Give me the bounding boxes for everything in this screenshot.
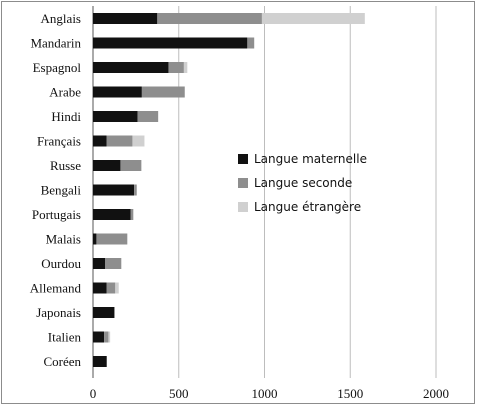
category-label: Italien <box>48 330 82 345</box>
bar-segment <box>93 111 138 122</box>
bar-segment <box>183 62 188 73</box>
bar-segment <box>93 258 106 269</box>
x-tick-label: 1500 <box>337 386 363 401</box>
category-label: Russe <box>50 158 81 173</box>
bar-segment <box>93 356 107 367</box>
legend-swatch-seconde <box>238 178 248 188</box>
x-tick-label: 2000 <box>423 386 449 401</box>
x-tick-label: 500 <box>169 386 189 401</box>
bar-segment <box>261 13 365 24</box>
bar-segment <box>115 282 119 294</box>
bar-segment <box>93 209 131 220</box>
legend-label-seconde: Langue seconde <box>254 176 352 190</box>
bar-segment <box>108 331 111 343</box>
category-label: Arabe <box>49 85 81 100</box>
category-label: Malais <box>46 232 81 247</box>
bar-segment <box>93 86 142 98</box>
bar-segment <box>93 135 107 147</box>
bar-segment <box>157 13 262 24</box>
legend: Langue maternelle Langue seconde Langue … <box>238 152 367 214</box>
bar-segment <box>93 307 115 318</box>
category-label: Bengali <box>41 183 82 198</box>
bar-segment <box>141 86 185 98</box>
category-label: Anglais <box>41 11 81 26</box>
bar-segment <box>105 258 122 269</box>
bar-segment <box>93 233 97 245</box>
legend-swatch-maternelle <box>238 154 248 164</box>
bar-segment <box>93 282 107 294</box>
bar-segment <box>93 184 135 196</box>
x-axis-ticks: 0 500 1000 1500 2000 <box>90 386 449 401</box>
bar-segment <box>130 209 134 220</box>
bar-segment <box>93 160 121 171</box>
bar-segment <box>120 160 142 171</box>
category-label: Mandarin <box>30 36 81 51</box>
bar-segment <box>141 160 142 171</box>
bar-segment <box>168 62 184 73</box>
bar-segment <box>106 282 116 294</box>
category-label: Français <box>37 134 81 149</box>
bar-segment <box>93 331 105 343</box>
bar-segment <box>247 37 255 49</box>
legend-swatch-etrangere <box>238 202 248 212</box>
category-labels: Anglais Mandarin Espagnol Arabe Hindi Françai… <box>30 11 82 369</box>
x-tick-label: 1000 <box>252 386 278 401</box>
category-label: Espagnol <box>33 60 82 75</box>
x-tick-label: 0 <box>90 386 97 401</box>
bar-segment <box>96 233 128 245</box>
category-label: Hindi <box>51 109 81 124</box>
bar-segment <box>93 13 158 24</box>
bar-segment <box>93 37 248 49</box>
category-label: Allemand <box>30 281 82 296</box>
legend-label-maternelle: Langue maternelle <box>254 152 367 166</box>
category-label: Coréen <box>43 354 81 369</box>
category-label: Japonais <box>36 305 81 320</box>
bar-segment <box>132 135 145 147</box>
grid <box>92 6 437 378</box>
bar-segment <box>137 111 159 122</box>
bar-segment <box>104 331 109 343</box>
category-label: Ourdou <box>41 256 81 271</box>
legend-label-etrangere: Langue étrangère <box>254 200 361 214</box>
bars <box>93 13 365 367</box>
bar-segment <box>134 184 137 196</box>
bar-segment <box>106 135 133 147</box>
category-label: Portugais <box>32 207 81 222</box>
bar-segment <box>93 62 169 73</box>
